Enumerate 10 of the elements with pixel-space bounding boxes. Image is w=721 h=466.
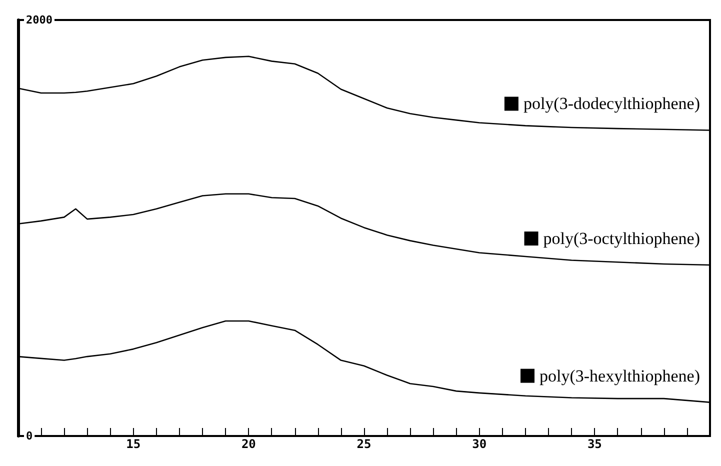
legend-label: poly(3-dodecylthiophene): [523, 94, 700, 114]
x-tick-label: 20: [241, 437, 256, 451]
x-tick-label: 15: [126, 437, 141, 451]
legend-label: poly(3-octylthiophene): [543, 229, 700, 248]
y-tick-label: 0: [26, 430, 33, 442]
y-tick-label: 2000: [26, 14, 52, 26]
x-tick-label: 25: [356, 437, 372, 451]
legend-label: poly(3-hexylthiophene): [539, 366, 700, 386]
x-tick-label: 30: [472, 437, 487, 451]
x-tick-label: 35: [587, 437, 602, 451]
